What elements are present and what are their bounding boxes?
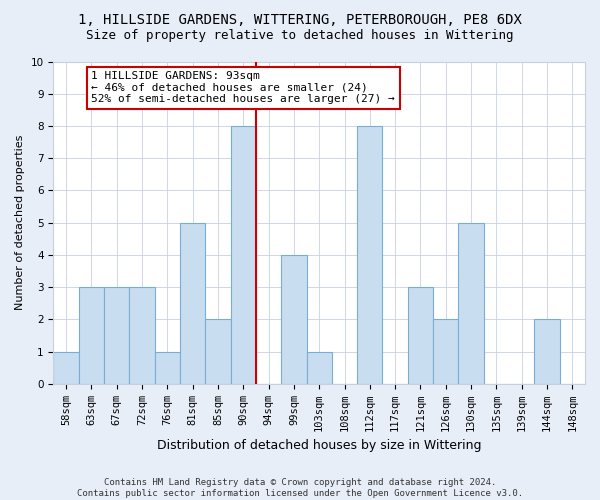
Bar xyxy=(104,287,130,384)
Bar xyxy=(408,287,433,384)
Bar xyxy=(180,222,205,384)
X-axis label: Distribution of detached houses by size in Wittering: Distribution of detached houses by size … xyxy=(157,440,481,452)
Bar xyxy=(130,287,155,384)
Bar xyxy=(79,287,104,384)
Bar xyxy=(307,352,332,384)
Bar xyxy=(205,320,230,384)
Bar xyxy=(53,352,79,384)
Bar xyxy=(230,126,256,384)
Bar xyxy=(458,222,484,384)
Text: 1 HILLSIDE GARDENS: 93sqm
← 46% of detached houses are smaller (24)
52% of semi-: 1 HILLSIDE GARDENS: 93sqm ← 46% of detac… xyxy=(91,71,395,104)
Text: Size of property relative to detached houses in Wittering: Size of property relative to detached ho… xyxy=(86,29,514,42)
Bar xyxy=(433,320,458,384)
Bar xyxy=(357,126,382,384)
Bar xyxy=(281,255,307,384)
Text: Contains HM Land Registry data © Crown copyright and database right 2024.
Contai: Contains HM Land Registry data © Crown c… xyxy=(77,478,523,498)
Bar xyxy=(155,352,180,384)
Text: 1, HILLSIDE GARDENS, WITTERING, PETERBOROUGH, PE8 6DX: 1, HILLSIDE GARDENS, WITTERING, PETERBOR… xyxy=(78,12,522,26)
Bar xyxy=(535,320,560,384)
Y-axis label: Number of detached properties: Number of detached properties xyxy=(15,135,25,310)
